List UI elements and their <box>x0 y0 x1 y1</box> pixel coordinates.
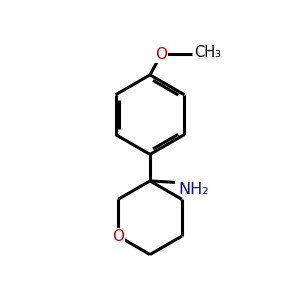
Text: O: O <box>155 47 167 62</box>
Text: NH₂: NH₂ <box>178 182 209 197</box>
Text: O: O <box>112 229 124 244</box>
Text: CH₃: CH₃ <box>194 45 221 60</box>
